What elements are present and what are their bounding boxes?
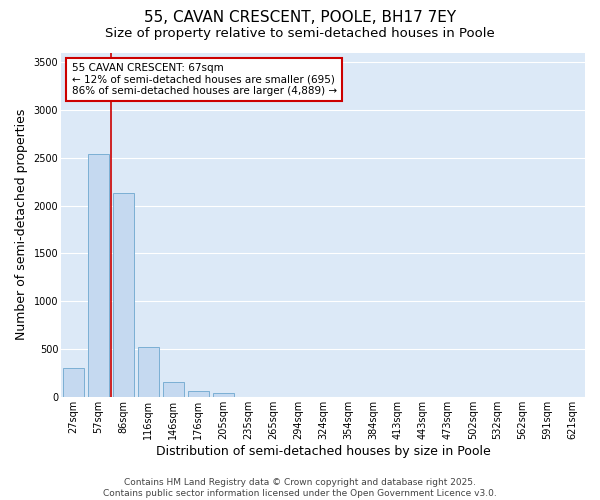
Bar: [63, 368, 84, 397]
Y-axis label: Number of semi-detached properties: Number of semi-detached properties: [15, 109, 28, 340]
Text: 55, CAVAN CRESCENT, POOLE, BH17 7EY: 55, CAVAN CRESCENT, POOLE, BH17 7EY: [144, 10, 456, 25]
Bar: [138, 347, 159, 397]
Bar: [212, 393, 234, 397]
Bar: [88, 154, 109, 397]
Text: 55 CAVAN CRESCENT: 67sqm
← 12% of semi-detached houses are smaller (695)
86% of : 55 CAVAN CRESCENT: 67sqm ← 12% of semi-d…: [71, 63, 337, 96]
Text: Size of property relative to semi-detached houses in Poole: Size of property relative to semi-detach…: [105, 28, 495, 40]
X-axis label: Distribution of semi-detached houses by size in Poole: Distribution of semi-detached houses by …: [155, 444, 490, 458]
Bar: [163, 382, 184, 397]
Bar: [113, 193, 134, 397]
Bar: [188, 390, 209, 397]
Text: Contains HM Land Registry data © Crown copyright and database right 2025.
Contai: Contains HM Land Registry data © Crown c…: [103, 478, 497, 498]
